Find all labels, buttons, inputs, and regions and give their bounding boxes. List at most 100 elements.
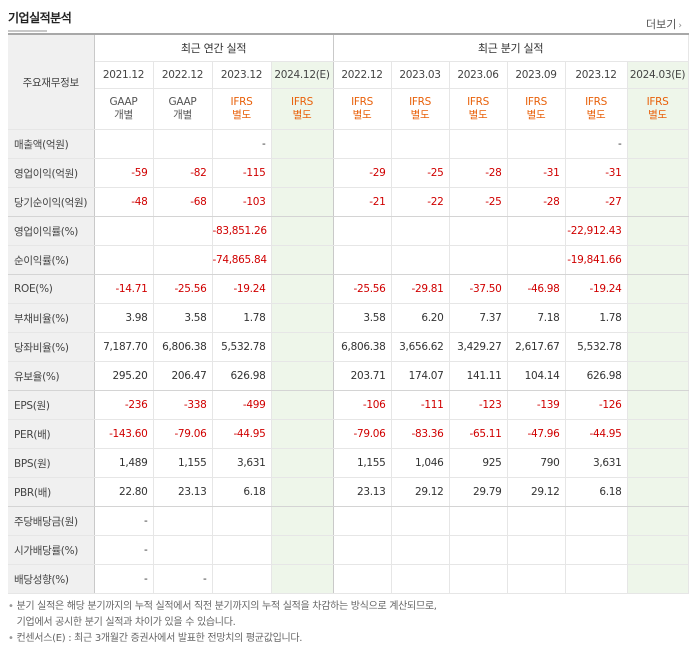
quarter-value-cell: [627, 390, 689, 420]
quarter-value-cell: 203.71: [333, 361, 392, 391]
annual-value-cell: [271, 390, 334, 420]
quarter-value-cell: -65.11: [449, 419, 508, 449]
annual-value-cell: [271, 506, 334, 536]
quarter-value-cell: -22,912.43: [565, 216, 628, 246]
annual-value-cell: [153, 245, 213, 275]
annual-value-cell: [212, 564, 272, 594]
standard-header: IFRS 별도: [333, 88, 392, 130]
annual-value-cell: -: [94, 564, 154, 594]
quarter-value-cell: 2,617.67: [507, 332, 566, 362]
quarter-value-cell: -29: [333, 158, 392, 188]
quarter-value-cell: [565, 535, 628, 565]
table-row: 영업이익률(%) -83,851.26 -22,912.43: [8, 216, 689, 246]
annual-value-cell: 295.20: [94, 361, 154, 391]
quarter-value-cell: -28: [507, 187, 566, 217]
annual-value-cell: 5,532.78: [212, 332, 272, 362]
accounting-standard: IFRS: [525, 96, 547, 108]
quarter-value-cell: [627, 419, 689, 449]
quarter-value-cell: 6.18: [565, 477, 628, 507]
accounting-standard: IFRS: [351, 96, 373, 108]
quarter-value-cell: -47.96: [507, 419, 566, 449]
quarter-value-cell: 1,155: [333, 448, 392, 478]
table-row: EPS(원) -236 -338 -499 -106 -111 -123 -139 -126: [8, 390, 689, 420]
quarter-value-cell: 29.79: [449, 477, 508, 507]
quarter-value-cell: 6,806.38: [333, 332, 392, 362]
period-header: 2022.12: [333, 61, 392, 89]
annual-value-cell: [271, 361, 334, 391]
accounting-standard: IFRS: [646, 96, 669, 108]
standard-header: IFRS 별도: [271, 88, 334, 130]
period-header: 2021.12: [94, 61, 154, 89]
standard-header: IFRS 별도: [627, 88, 689, 130]
annual-value-cell: -: [212, 129, 272, 159]
more-link[interactable]: 더보기 ›: [646, 16, 682, 32]
quarter-value-cell: [627, 245, 689, 275]
quarter-value-cell: 7.37: [449, 303, 508, 333]
row-label: 유보율(%): [8, 361, 95, 391]
annual-value-cell: 626.98: [212, 361, 272, 391]
row-label: 배당성향(%): [8, 564, 95, 594]
table-row: 유보율(%) 295.20 206.47 626.98 203.71 174.07 141.…: [8, 361, 689, 391]
table-row: ROE(%) -14.71 -25.56 -19.24 -25.56 -29.81 -37.…: [8, 274, 689, 304]
annual-value-cell: -48: [94, 187, 154, 217]
table-row: BPS(원) 1,489 1,155 3,631 1,155 1,046 925 790 3,6…: [8, 448, 689, 478]
annual-value-cell: -103: [212, 187, 272, 217]
quarter-value-cell: -27: [565, 187, 628, 217]
annual-value-cell: 3.98: [94, 303, 154, 333]
annual-value-cell: [212, 535, 272, 565]
quarter-value-cell: [449, 535, 508, 565]
quarter-value-cell: [333, 535, 392, 565]
quarter-value-cell: -123: [449, 390, 508, 420]
annual-value-cell: [212, 506, 272, 536]
row-label: ROE(%): [8, 274, 95, 304]
quarter-value-cell: 790: [507, 448, 566, 478]
quarter-value-cell: 3,429.27: [449, 332, 508, 362]
annual-value-cell: [153, 535, 213, 565]
quarter-value-cell: -79.06: [333, 419, 392, 449]
annual-value-cell: [271, 535, 334, 565]
standard-header: IFRS 별도: [565, 88, 628, 130]
standard-header: GAAP 개별: [94, 88, 154, 130]
row-label: 영업이익률(%): [8, 216, 95, 246]
annual-value-cell: [271, 158, 334, 188]
table-row: 당기순이익(억원) -48 -68 -103 -21 -22 -25 -28 -27: [8, 187, 689, 217]
quarter-value-cell: [391, 245, 450, 275]
quarter-value-cell: 3.58: [333, 303, 392, 333]
quarter-value-cell: [565, 506, 628, 536]
quarter-value-cell: [627, 303, 689, 333]
quarter-value-cell: [627, 361, 689, 391]
row-label: 순이익률(%): [8, 245, 95, 275]
annual-value-cell: [94, 129, 154, 159]
annual-value-cell: 6,806.38: [153, 332, 213, 362]
annual-value-cell: [153, 216, 213, 246]
quarter-value-cell: 174.07: [391, 361, 450, 391]
period-header: 2023.12: [565, 61, 628, 89]
quarter-value-cell: 1.78: [565, 303, 628, 333]
statement-type: 별도: [648, 109, 667, 121]
table-row: 당좌비율(%) 7,187.70 6,806.38 5,532.78 6,806.38 3…: [8, 332, 689, 362]
period-header: 2023.06: [449, 61, 508, 89]
quarter-value-cell: -21: [333, 187, 392, 217]
annual-value-cell: -: [153, 564, 213, 594]
quarter-value-cell: -31: [507, 158, 566, 188]
annual-value-cell: -14.71: [94, 274, 154, 304]
quarter-value-cell: [449, 564, 508, 594]
annual-value-cell: 1.78: [212, 303, 272, 333]
quarter-value-cell: 141.11: [449, 361, 508, 391]
annual-value-cell: -236: [94, 390, 154, 420]
period-header: 2022.12: [153, 61, 213, 89]
period-header: 2024.12(E): [271, 61, 334, 89]
standard-header: IFRS 별도: [507, 88, 566, 130]
table-row: 순이익률(%) -74,865.84 -19,841.66: [8, 245, 689, 275]
row-label: 시가배당률(%): [8, 535, 95, 565]
annual-value-cell: 6.18: [212, 477, 272, 507]
annual-value-cell: [271, 129, 334, 159]
period-header: 2023.12: [212, 61, 272, 89]
quarter-value-cell: 3,631: [565, 448, 628, 478]
quarter-value-cell: -25.56: [333, 274, 392, 304]
table-row: 배당성향(%) - -: [8, 564, 689, 594]
standard-header: IFRS 별도: [212, 88, 272, 130]
quarter-value-cell: -44.95: [565, 419, 628, 449]
section-title: 기업실적분석: [8, 11, 72, 25]
quarter-value-cell: [627, 506, 689, 536]
